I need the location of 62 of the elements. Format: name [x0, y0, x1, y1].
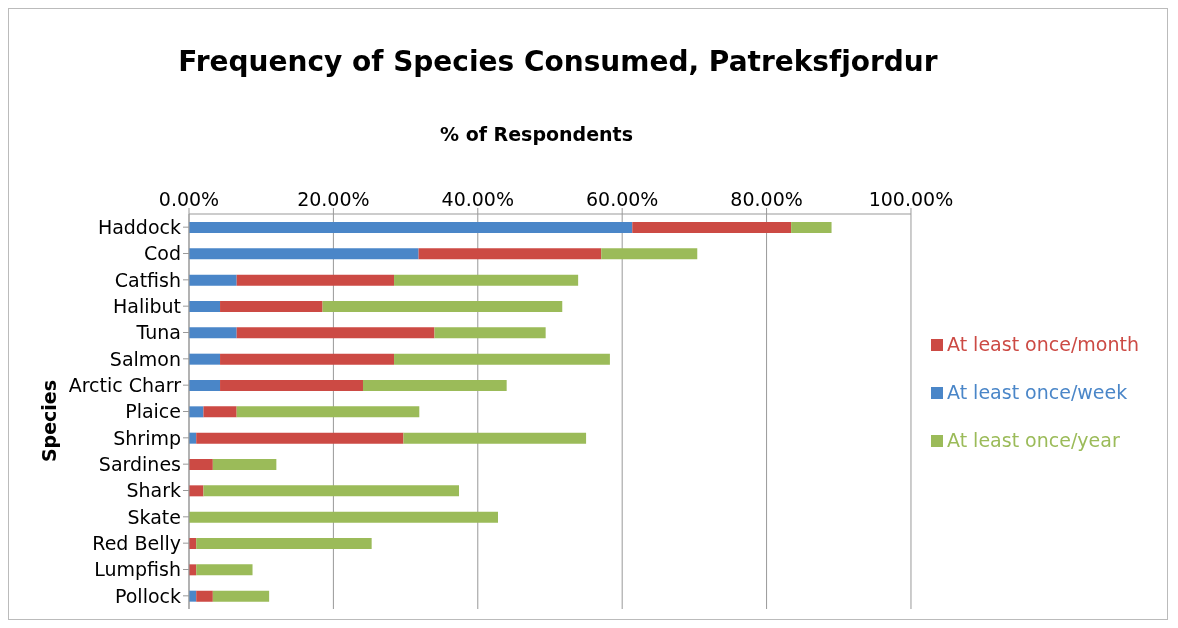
x-tick-label: 20.00%	[297, 188, 370, 210]
y-tick-label: Halibut	[112, 294, 181, 317]
bar	[394, 274, 579, 286]
bar	[189, 459, 213, 470]
y-tick-label: Pollock	[114, 584, 181, 607]
bar	[220, 353, 395, 365]
y-axis-title: Species	[38, 379, 60, 463]
bar	[322, 301, 563, 312]
bar	[196, 538, 372, 549]
bar	[196, 590, 213, 602]
bar	[418, 248, 602, 260]
bar	[196, 432, 404, 444]
bar	[212, 590, 270, 602]
y-tick-label: Tuna	[135, 321, 181, 344]
bar	[189, 511, 498, 523]
bar	[394, 353, 610, 365]
chart-title: Frequency of Species Consumed, Patreksfjordur	[177, 45, 939, 78]
y-tick-label: Arctic Charr	[68, 373, 182, 396]
bar	[189, 406, 204, 418]
bar	[189, 380, 221, 391]
bar	[189, 274, 237, 286]
bar	[236, 274, 395, 286]
legend-label: At least once/year	[946, 428, 1120, 451]
bar	[220, 301, 323, 312]
x-tick-label: 100.00%	[868, 188, 954, 210]
bar	[203, 485, 460, 497]
y-tick-label: Salmon	[109, 347, 181, 370]
y-tick-label: Plaice	[125, 400, 181, 423]
bar	[220, 380, 363, 391]
x-tick-label: 0.00%	[158, 188, 220, 210]
legend-label: At least once/week	[946, 380, 1128, 403]
y-tick-label: Red Belly	[92, 531, 181, 554]
bar	[203, 406, 237, 418]
bar	[791, 222, 832, 233]
y-tick-label: Shark	[126, 479, 181, 502]
y-tick-label: Shrimp	[113, 426, 181, 449]
bar	[236, 327, 435, 339]
y-tick-label: Skate	[127, 505, 181, 528]
bar	[403, 432, 587, 444]
bar	[196, 564, 253, 576]
bar	[236, 406, 420, 418]
bar	[189, 485, 204, 497]
bar	[189, 248, 419, 260]
y-tick-label: Lumpfish	[94, 558, 181, 581]
y-tick-label: Haddock	[97, 215, 181, 238]
bar	[632, 222, 792, 233]
x-tick-label: 60.00%	[585, 188, 659, 210]
bar	[434, 327, 546, 339]
x-tick-label: 40.00%	[441, 188, 515, 210]
bar	[189, 301, 221, 312]
x-axis-title: % of Respondents	[439, 123, 634, 145]
bar	[601, 248, 698, 260]
bar	[189, 222, 633, 233]
y-tick-label: Sardines	[98, 452, 181, 475]
bar	[189, 353, 221, 365]
legend-label: At least once/month	[946, 332, 1139, 355]
bar	[212, 459, 277, 470]
bar	[189, 327, 237, 339]
y-tick-label: Cod	[144, 242, 181, 265]
bar	[362, 380, 507, 391]
y-tick-label: Catfish	[114, 268, 181, 291]
x-tick-label: 80.00%	[730, 188, 803, 210]
